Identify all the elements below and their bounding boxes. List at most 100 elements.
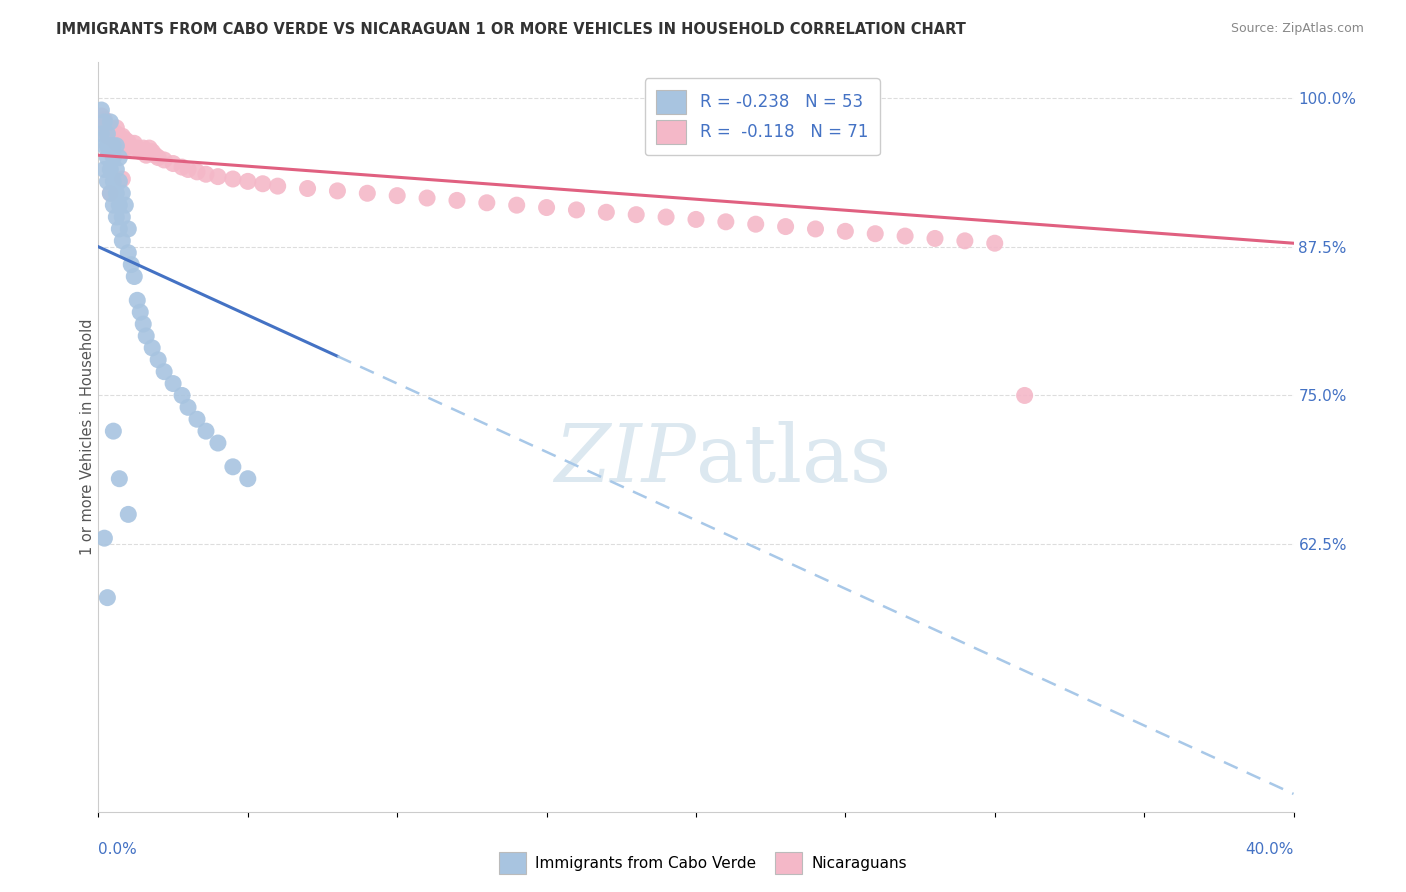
Point — [98, 186, 122, 201]
Point — [111, 129, 134, 144]
Point — [105, 210, 128, 224]
Point — [108, 151, 131, 165]
Point — [96, 151, 118, 165]
Point — [984, 236, 1007, 251]
Point — [117, 138, 139, 153]
Point — [129, 145, 152, 159]
Point — [148, 151, 170, 165]
Point — [117, 508, 139, 522]
Point — [162, 376, 184, 391]
Point — [96, 591, 118, 605]
Point — [132, 317, 155, 331]
Point — [416, 191, 439, 205]
Point — [120, 141, 142, 155]
Point — [222, 172, 245, 186]
Text: atlas: atlas — [696, 420, 891, 499]
Point — [111, 186, 134, 201]
Point — [138, 141, 160, 155]
Point — [236, 174, 259, 188]
Point — [103, 174, 125, 188]
Text: 40.0%: 40.0% — [1246, 842, 1294, 857]
Text: Source: ZipAtlas.com: Source: ZipAtlas.com — [1230, 22, 1364, 36]
Point — [105, 162, 128, 177]
Point — [356, 186, 378, 201]
Legend: R = -0.238   N = 53, R =  -0.118   N = 71: R = -0.238 N = 53, R = -0.118 N = 71 — [644, 78, 880, 155]
Point — [98, 115, 122, 129]
Point — [108, 138, 131, 153]
Point — [103, 424, 125, 438]
Point — [326, 184, 349, 198]
Point — [804, 222, 827, 236]
Point — [565, 202, 588, 217]
Point — [114, 133, 136, 147]
Point — [446, 194, 468, 208]
Point — [93, 162, 115, 177]
Point — [135, 148, 157, 162]
Point — [595, 205, 617, 219]
Point — [143, 148, 166, 162]
Point — [195, 424, 218, 438]
Point — [267, 179, 290, 194]
Point — [103, 133, 125, 147]
Point — [141, 145, 163, 159]
Point — [834, 224, 856, 238]
Point — [117, 245, 139, 260]
Point — [93, 138, 115, 153]
Point — [127, 293, 149, 308]
Point — [93, 112, 115, 127]
Point — [93, 531, 115, 545]
Point — [90, 127, 112, 141]
Point — [105, 127, 128, 141]
Point — [924, 231, 946, 245]
Point — [105, 120, 128, 135]
Point — [124, 136, 146, 151]
Point — [96, 124, 118, 138]
Point — [141, 341, 163, 355]
Point — [103, 124, 125, 138]
Point — [108, 198, 131, 212]
Point — [105, 138, 128, 153]
Point — [506, 198, 529, 212]
Point — [108, 174, 131, 188]
Point — [96, 129, 118, 144]
Point — [626, 208, 648, 222]
Point — [98, 162, 122, 177]
Point — [685, 212, 707, 227]
Point — [127, 141, 149, 155]
Point — [1014, 388, 1036, 402]
Point — [148, 352, 170, 367]
Point — [103, 198, 125, 212]
Point — [120, 258, 142, 272]
Point — [186, 412, 208, 426]
Point — [172, 388, 194, 402]
Text: ZIP: ZIP — [554, 421, 696, 499]
Text: IMMIGRANTS FROM CABO VERDE VS NICARAGUAN 1 OR MORE VEHICLES IN HOUSEHOLD CORRELA: IMMIGRANTS FROM CABO VERDE VS NICARAGUAN… — [56, 22, 966, 37]
Point — [103, 138, 125, 153]
Point — [111, 172, 134, 186]
Point — [105, 136, 128, 151]
Point — [103, 151, 125, 165]
Point — [536, 201, 558, 215]
Point — [108, 133, 131, 147]
Point — [177, 401, 200, 415]
Point — [775, 219, 797, 234]
Point — [98, 120, 122, 135]
Point — [655, 210, 678, 224]
Y-axis label: 1 or more Vehicles in Household: 1 or more Vehicles in Household — [80, 318, 94, 556]
Point — [252, 177, 274, 191]
Point — [236, 472, 259, 486]
Point — [475, 195, 498, 210]
Point — [894, 229, 917, 244]
Point — [98, 138, 122, 153]
Point — [105, 186, 128, 201]
Point — [177, 162, 200, 177]
Point — [98, 186, 122, 201]
Point — [153, 365, 176, 379]
Point — [132, 141, 155, 155]
Point — [96, 174, 118, 188]
Point — [953, 234, 976, 248]
Point — [385, 188, 409, 202]
Point — [195, 167, 218, 181]
Point — [96, 120, 118, 135]
Point — [117, 135, 139, 149]
